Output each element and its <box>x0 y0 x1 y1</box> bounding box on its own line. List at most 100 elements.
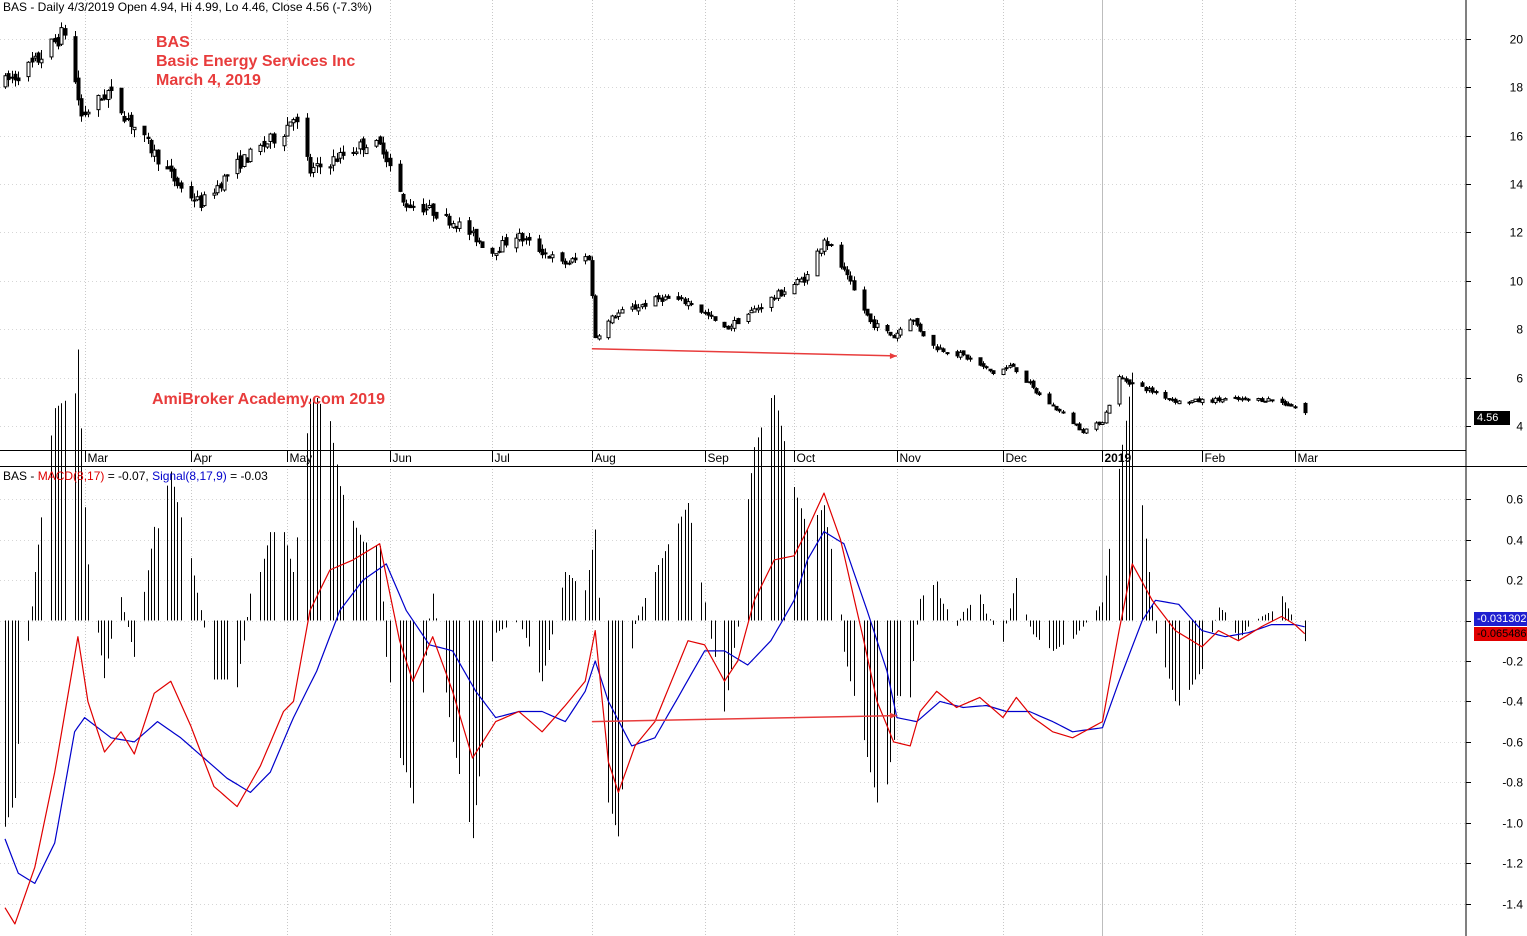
x-tick-label: Mar <box>1298 451 1319 465</box>
candle-body <box>165 166 170 170</box>
candle-body <box>563 260 568 265</box>
trendlines <box>591 347 897 723</box>
candle-body <box>13 73 18 81</box>
candle-body <box>431 203 436 216</box>
candle-body <box>862 289 867 311</box>
candle-body <box>384 151 389 163</box>
price-trendline <box>591 347 897 357</box>
candle-body <box>331 156 336 166</box>
candle-body <box>865 308 870 316</box>
candle-body <box>713 316 718 321</box>
candle-body <box>374 139 379 147</box>
candle-body <box>772 297 777 300</box>
candle-body <box>885 324 890 332</box>
annotation-date: March 4, 2019 <box>156 72 261 89</box>
price-tick-label: 8 <box>1516 323 1523 337</box>
header-ohlc: - Daily 4/3/2019 Open 4.94, Hi 4.99, Lo … <box>27 0 372 14</box>
candle-body <box>653 296 658 307</box>
macd-tick-label: -1.0 <box>1502 817 1523 831</box>
candle-body <box>494 253 499 256</box>
candle-body <box>527 236 532 241</box>
candle-body <box>361 138 366 151</box>
candle-body <box>1289 404 1294 407</box>
price-tick-label: 4 <box>1516 420 1523 434</box>
annotation-watermark: AmiBroker Academy.com 2019 <box>152 391 385 408</box>
x-tick-label: Nov <box>900 451 921 465</box>
candle-body <box>175 177 180 187</box>
candle-body <box>119 87 124 114</box>
candle-body <box>212 192 217 196</box>
price-tick-label: 10 <box>1510 275 1524 289</box>
candle-body <box>1200 398 1205 404</box>
signal-value-tag: -0.031302 <box>1474 612 1527 626</box>
candle-body <box>1057 408 1062 412</box>
candle-body <box>490 247 495 254</box>
candle-body <box>364 147 369 155</box>
candle-body <box>1173 398 1178 403</box>
candle-body <box>1236 397 1241 400</box>
candle-body <box>106 90 111 101</box>
candle-body <box>543 252 548 255</box>
candle-body <box>388 157 393 167</box>
candle-body <box>102 94 107 100</box>
candle-body <box>335 158 340 162</box>
candle-body <box>709 314 714 317</box>
candle-body <box>825 241 830 247</box>
candle-body <box>1163 391 1168 399</box>
candle-body <box>215 185 220 194</box>
candle-body <box>1213 397 1218 404</box>
candle-body <box>1094 422 1099 430</box>
last-price-tag: 4.56 <box>1474 411 1510 425</box>
signal-line <box>4 530 1305 885</box>
price-gridlines <box>0 0 1466 450</box>
candle-body <box>792 284 797 295</box>
candle-body <box>225 174 230 177</box>
candle-body <box>149 139 154 154</box>
candle-body <box>1293 406 1298 409</box>
candle-body <box>1061 411 1066 414</box>
candle-body <box>291 119 296 124</box>
candle-body <box>169 165 174 172</box>
x-tick-label: Jun <box>393 451 412 465</box>
candle-body <box>467 220 472 235</box>
candle-body <box>156 149 161 165</box>
x-tick-label: Apr <box>194 451 213 465</box>
candle-body <box>285 124 290 137</box>
macd-tick-label: -1.2 <box>1502 857 1523 871</box>
candle-body <box>815 250 820 277</box>
candle-body <box>570 258 575 263</box>
candle-body <box>311 166 316 174</box>
price-tick-label: 20 <box>1510 33 1524 47</box>
price-tick-label: 6 <box>1516 372 1523 386</box>
candle-body <box>404 203 409 208</box>
candle-body <box>318 163 323 168</box>
candle-body <box>480 241 485 249</box>
candle-body <box>447 215 452 226</box>
candle-body <box>842 266 847 270</box>
candle-body <box>3 75 8 88</box>
candle-body <box>759 307 764 310</box>
candle-body <box>537 238 542 252</box>
candle-body <box>961 350 966 356</box>
candle-body <box>109 86 114 92</box>
candle-body <box>706 312 711 316</box>
candle-body <box>1263 400 1268 403</box>
signal-label: Signal(8,17,9) <box>152 469 227 483</box>
candle-body <box>195 196 200 201</box>
candle-body <box>921 331 926 337</box>
candle-body <box>500 240 505 253</box>
candle-body <box>845 269 850 276</box>
candle-body <box>868 313 873 323</box>
candle-body <box>1220 399 1225 403</box>
candle-body <box>36 52 41 63</box>
candle-body <box>1054 405 1059 411</box>
candle-body <box>636 307 641 312</box>
candle-body <box>328 166 333 169</box>
candle-body <box>988 368 993 372</box>
candle-body <box>427 204 432 209</box>
candle-body <box>129 114 134 127</box>
candle-body <box>1223 398 1228 401</box>
candle-body <box>593 295 598 339</box>
x-tick-label: 2019 <box>1105 451 1132 465</box>
candle-body <box>341 151 346 156</box>
